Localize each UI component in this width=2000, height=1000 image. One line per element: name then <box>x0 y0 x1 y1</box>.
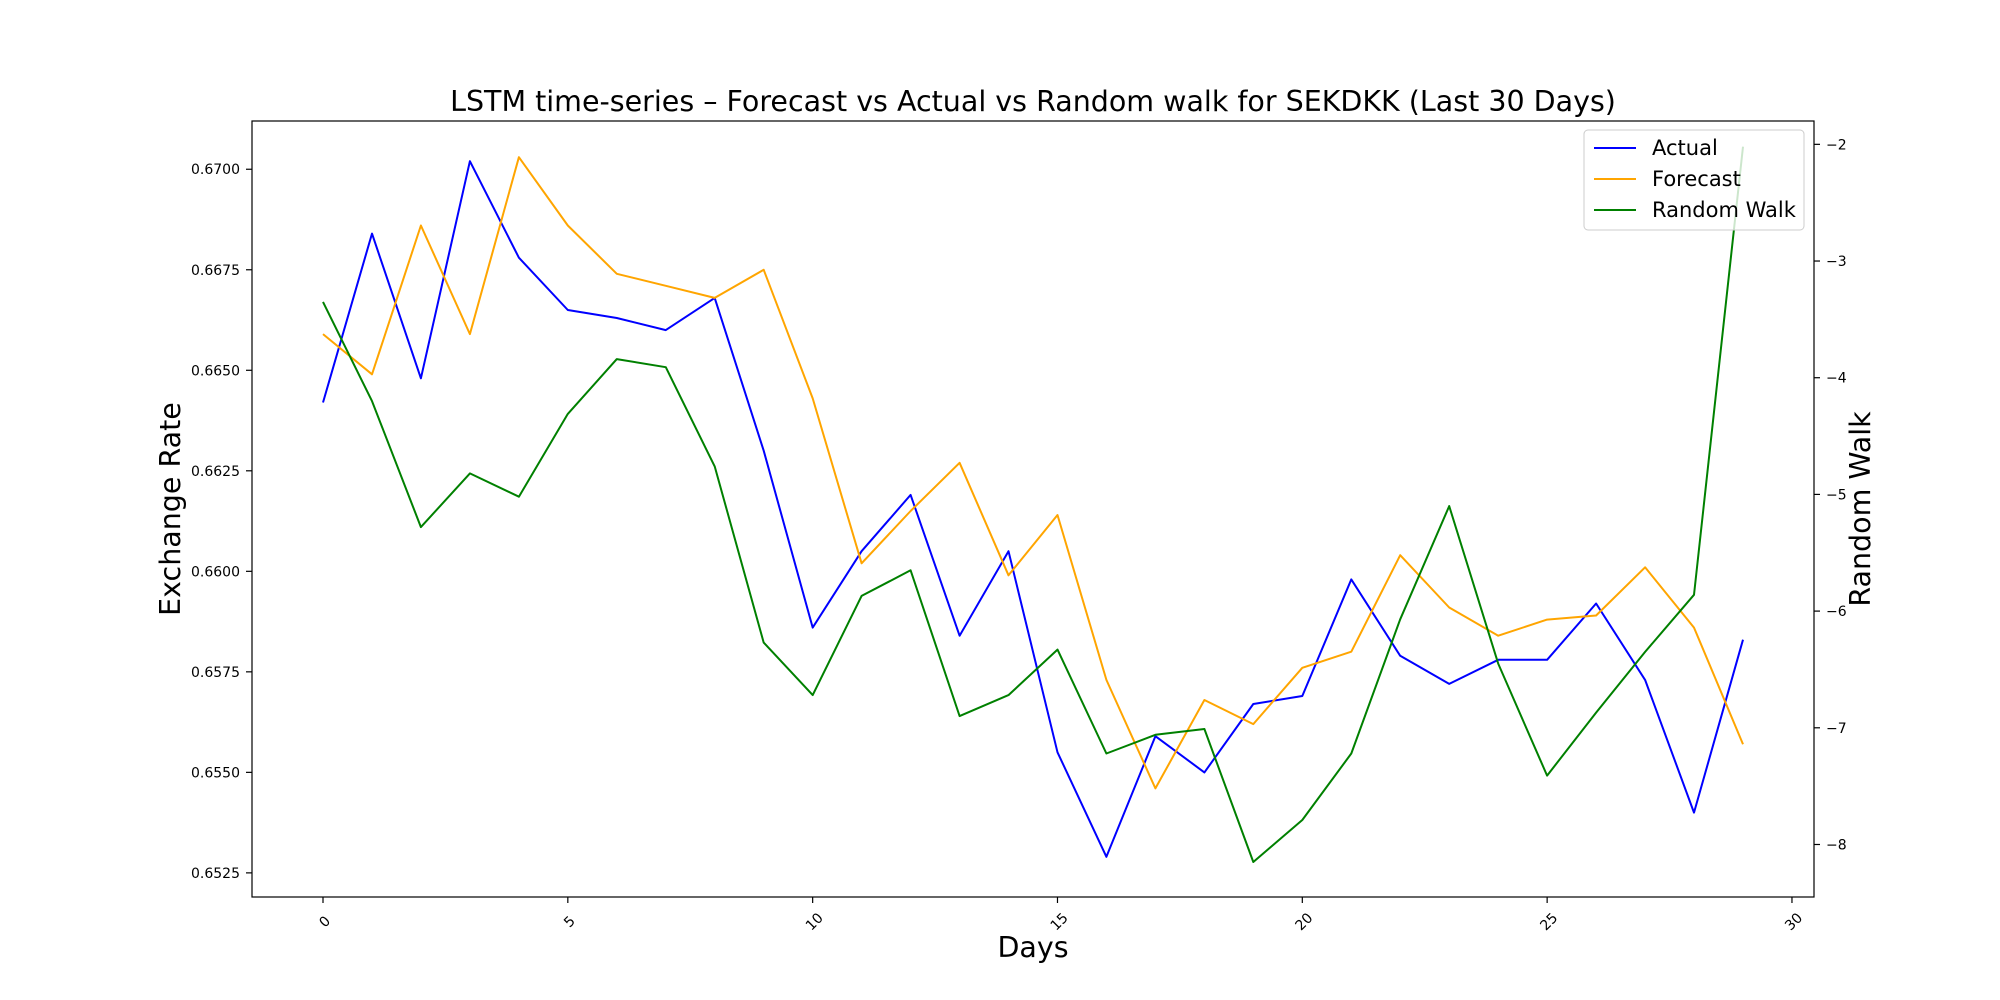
chart-title: LSTM time-series – Forecast vs Actual vs… <box>450 85 1616 118</box>
y2-tick-label: −6 <box>1826 604 1847 620</box>
y2-tick-label: −5 <box>1826 487 1847 503</box>
y2-axis-label: Random Walk <box>1844 411 1877 607</box>
y-tick-label: 0.6625 <box>191 464 240 480</box>
x-tick-label: 0 <box>316 913 334 931</box>
y2-tick-label: −8 <box>1826 837 1847 853</box>
x-tick-label: 25 <box>1537 910 1561 934</box>
y2-tick-label: −4 <box>1826 371 1847 387</box>
legend-label: Random Walk <box>1652 198 1797 222</box>
y-tick-label: 0.6575 <box>191 665 240 681</box>
legend-label: Actual <box>1652 136 1718 160</box>
y-tick-label: 0.6550 <box>191 765 240 781</box>
plot-frame <box>251 120 1815 898</box>
y2-tick-label: −2 <box>1826 137 1847 153</box>
y-axis-right: −8 −7 −6 −5 −4 −3 −2 <box>1814 137 1847 853</box>
series-line-random-walk <box>322 146 1744 863</box>
y2-tick-label: −3 <box>1826 254 1847 270</box>
x-tick-label: 10 <box>803 910 827 934</box>
y-axis-label: Exchange Rate <box>154 402 187 616</box>
x-tick-label: 20 <box>1293 910 1317 934</box>
y-tick-label: 0.6600 <box>191 564 240 580</box>
y2-tick-label: −7 <box>1826 721 1847 737</box>
y-tick-label: 0.6525 <box>191 866 240 882</box>
x-tick-label: 5 <box>561 913 579 931</box>
legend-box <box>1583 129 1805 231</box>
x-axis-label: Days <box>997 931 1068 964</box>
legend-label: Forecast <box>1652 167 1741 191</box>
series-line-forecast <box>322 156 1744 790</box>
y-axis-left: 0.6525 0.6550 0.6575 0.6600 0.6625 0.6650 0.66… <box>191 162 252 882</box>
series-lines <box>322 146 1744 863</box>
y-tick-label: 0.6650 <box>191 363 240 379</box>
y-tick-label: 0.6700 <box>191 162 240 178</box>
series-line-actual <box>322 160 1744 858</box>
legend: Actual Forecast Random Walk <box>1583 129 1805 231</box>
x-axis: 0 5 10 15 20 25 30 <box>316 897 1806 934</box>
x-tick-label: 30 <box>1782 910 1806 934</box>
y-tick-label: 0.6675 <box>191 263 240 279</box>
